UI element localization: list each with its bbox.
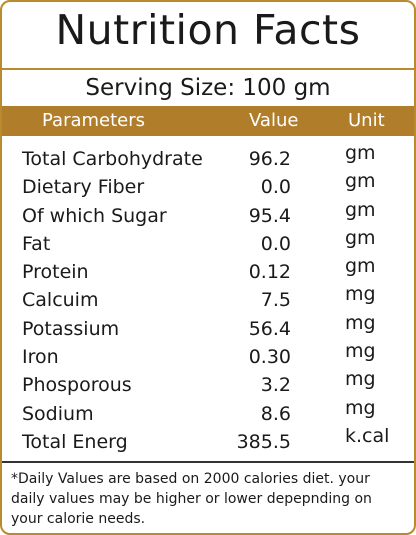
table-row: Total Energ 385.5 k.cal [2,425,414,457]
nutrient-name: Potassium [22,317,120,340]
nutrient-name: Total Energ [22,430,128,453]
nutrient-value: 3.2 [260,374,291,397]
table-row: Dietary Fiber 0.0 gm [2,170,414,202]
nutrient-unit: gm [345,170,376,193]
nutrient-value: 95.4 [248,204,291,227]
table-row: Protein 0.12 gm [2,255,414,287]
nutrient-unit: gm [345,226,376,249]
table-row: Of which Sugar 95.4 gm [2,199,414,231]
nutrient-value: 56.4 [248,317,291,340]
nutrient-name: Total Carbohydrate [22,148,203,170]
footnote-text: *Daily Values are based on 2000 calories… [11,471,372,527]
header-unit: Unit [348,110,385,131]
header-parameters: Parameters [42,110,146,131]
nutrient-name: Dietary Fiber [22,176,145,199]
table-header: Parameters Value Unit [2,106,414,136]
nutrient-unit: k.cal [345,424,390,447]
nutrient-name: Sodium [22,402,94,425]
table-row: Phosporous 3.2 mg [2,368,414,400]
nutrient-value: 96.2 [248,148,291,170]
nutrient-name: Calcuim [22,289,99,312]
nutrient-name: Fat [22,232,51,255]
title-divider [2,68,414,70]
nutrient-unit: mg [345,283,376,306]
nutrient-unit: mg [345,311,376,334]
nutrient-unit: mg [345,368,376,391]
table-row: Calcuim 7.5 mg [2,283,414,315]
nutrient-name: Iron [22,346,59,369]
nutrient-value: 385.5 [236,430,291,453]
nutrient-table: Total Carbohydrate 96.2 gm Dietary Fiber… [2,142,414,457]
nutrient-value: 7.5 [260,289,291,312]
table-row: Fat 0.0 gm [2,227,414,259]
nutrient-unit: mg [345,396,376,419]
nutrient-value: 0.0 [260,232,291,255]
nutrient-unit: gm [345,142,376,164]
table-row: Total Carbohydrate 96.2 gm [2,142,414,174]
nutrient-value: 0.0 [260,176,291,199]
nutrient-name: Of which Sugar [22,204,167,227]
nutrient-value: 0.30 [248,346,291,369]
nutrient-unit: gm [345,255,376,278]
nutrient-value: 0.12 [248,261,291,284]
serving-size: Serving Size: 100 gm [85,75,331,101]
nutrient-value: 8.6 [260,402,291,425]
nutrient-unit: gm [345,198,376,221]
header-value: Value [249,110,299,131]
table-row: Sodium 8.6 mg [2,397,414,429]
table-row: Iron 0.30 mg [2,340,414,372]
nutrient-name: Protein [22,261,89,284]
nutrient-unit: mg [345,340,376,363]
label-title: Nutrition Facts [55,6,361,54]
nutrient-name: Phosporous [22,374,132,397]
footnote-divider [2,461,414,463]
table-row: Potassium 56.4 mg [2,312,414,344]
